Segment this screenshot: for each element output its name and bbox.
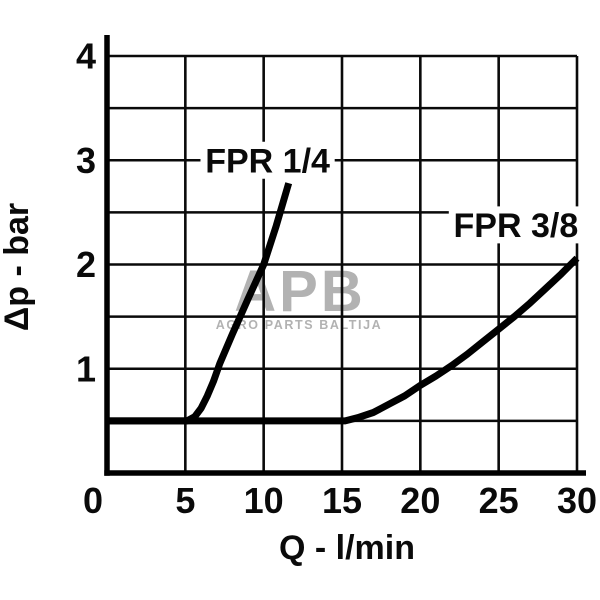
series-curve-fpr-3-8 xyxy=(107,255,580,425)
x-axis-title: Q - l/min xyxy=(279,529,415,567)
plot-area: 0 5 10 15 20 25 30 1 2 3 4 FPR 1/4 FPR 3/8 xyxy=(76,35,597,521)
x-tick-label: 15 xyxy=(322,480,362,521)
x-tick-label: 30 xyxy=(557,480,597,521)
x-tick-label: 5 xyxy=(175,480,195,521)
series-label-bg-fpr-1-4 xyxy=(200,141,335,179)
y-tick-label: 4 xyxy=(76,36,96,77)
y-tick-label: 1 xyxy=(76,348,96,389)
x-tick-label: 25 xyxy=(479,480,519,521)
series-label-fpr-3-8: FPR 3/8 xyxy=(454,207,579,245)
series-label-fpr-1-4: FPR 1/4 xyxy=(205,142,330,180)
watermark-tagline: AGRO PARTS BALTIJA xyxy=(216,318,383,332)
series-label-bg-fpr-3-8 xyxy=(448,206,583,244)
y-axis-title: Δp - bar xyxy=(0,203,36,331)
y-tick-label: 2 xyxy=(76,244,96,285)
y-tick-label: 3 xyxy=(76,140,96,181)
x-tick-label: 0 xyxy=(83,480,103,521)
x-tick-label: 10 xyxy=(244,480,284,521)
x-tick-label: 20 xyxy=(400,480,440,521)
